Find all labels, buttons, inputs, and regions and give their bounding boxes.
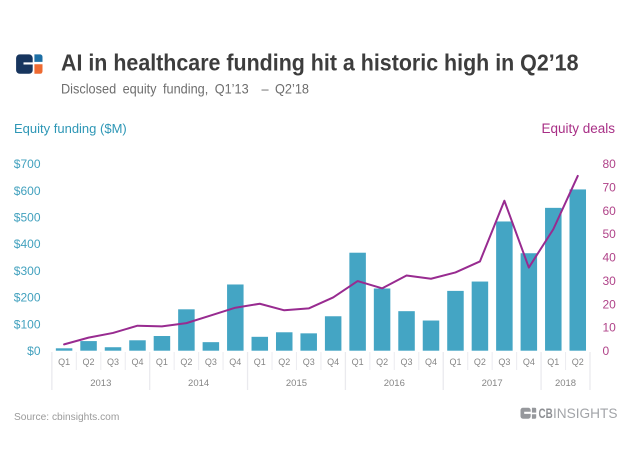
svg-text:Q4: Q4 (425, 357, 437, 367)
svg-text:Q4: Q4 (229, 357, 241, 367)
svg-text:Q3: Q3 (303, 357, 315, 367)
svg-text:Q1: Q1 (547, 357, 559, 367)
svg-text:Q4: Q4 (523, 357, 535, 367)
svg-text:Q2: Q2 (180, 357, 192, 367)
svg-text:Q3: Q3 (205, 357, 217, 367)
svg-text:Q1: Q1 (254, 357, 266, 367)
svg-text:80: 80 (603, 157, 617, 171)
svg-text:$0: $0 (27, 344, 41, 358)
svg-text:Q1: Q1 (58, 357, 70, 367)
svg-text:CB: CB (539, 405, 553, 421)
svg-text:$200: $200 (14, 291, 41, 305)
svg-text:2017: 2017 (482, 378, 503, 389)
svg-text:30: 30 (603, 274, 617, 288)
svg-text:Q3: Q3 (401, 357, 413, 367)
svg-text:AI in healthcare funding hit a: AI in healthcare funding hit a historic … (61, 50, 579, 76)
svg-text:Q4: Q4 (327, 357, 339, 367)
svg-text:50: 50 (603, 227, 617, 241)
svg-text:40: 40 (603, 251, 617, 265)
svg-text:Q2: Q2 (474, 357, 486, 367)
svg-text:Q1: Q1 (352, 357, 364, 367)
svg-text:Equity funding ($M): Equity funding ($M) (14, 121, 127, 136)
svg-text:10: 10 (603, 321, 617, 335)
svg-text:Q3: Q3 (498, 357, 510, 367)
svg-text:70: 70 (603, 181, 617, 195)
svg-text:Q1: Q1 (449, 357, 461, 367)
svg-text:Q2: Q2 (83, 357, 95, 367)
svg-text:INSIGHTS: INSIGHTS (553, 405, 618, 421)
svg-text:Q3: Q3 (107, 357, 119, 367)
svg-text:60: 60 (603, 204, 617, 218)
svg-text:2016: 2016 (384, 378, 405, 389)
svg-text:20: 20 (603, 297, 617, 311)
svg-text:Q2: Q2 (376, 357, 388, 367)
svg-text:2014: 2014 (188, 378, 209, 389)
svg-text:$500: $500 (14, 211, 41, 225)
svg-text:Q2: Q2 (572, 357, 584, 367)
svg-text:Q1: Q1 (156, 357, 168, 367)
svg-text:2018: 2018 (555, 378, 576, 389)
svg-text:Q4: Q4 (131, 357, 143, 367)
svg-text:2013: 2013 (90, 378, 111, 389)
svg-text:Equity deals: Equity deals (541, 121, 615, 136)
svg-text:$300: $300 (14, 264, 41, 278)
svg-text:Source: cbinsights.com: Source: cbinsights.com (14, 412, 119, 423)
svg-text:2015: 2015 (286, 378, 307, 389)
svg-text:0: 0 (603, 344, 610, 358)
svg-text:$700: $700 (14, 157, 41, 171)
svg-text:$100: $100 (14, 317, 41, 331)
svg-text:Q2: Q2 (278, 357, 290, 367)
svg-text:$600: $600 (14, 184, 41, 198)
svg-text:Disclosed equity funding, Q1’1: Disclosed equity funding, Q1’13 – Q2’18 (61, 80, 309, 96)
svg-text:$400: $400 (14, 237, 41, 251)
